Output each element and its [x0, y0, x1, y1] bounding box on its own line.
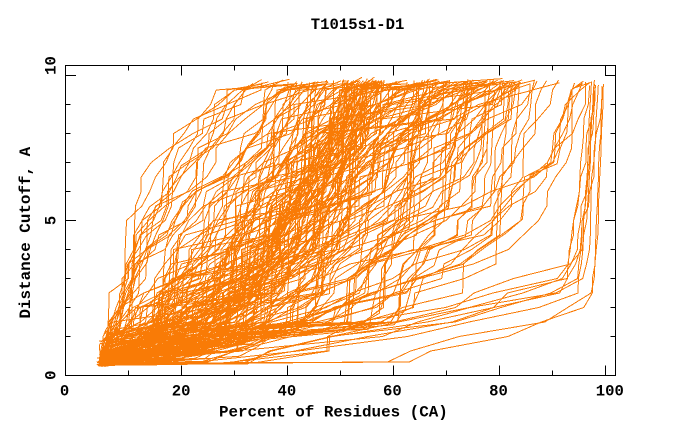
svg-text:60: 60: [383, 383, 402, 401]
svg-text:20: 20: [172, 383, 191, 401]
svg-text:5: 5: [43, 216, 61, 225]
svg-text:Percent of Residues (CA): Percent of Residues (CA): [219, 404, 448, 422]
svg-text:0: 0: [60, 383, 69, 401]
svg-text:T1015s1-D1: T1015s1-D1: [311, 16, 405, 34]
svg-text:40: 40: [278, 383, 297, 401]
svg-text:Distance Cutoff, A: Distance Cutoff, A: [17, 146, 35, 318]
svg-text:80: 80: [489, 383, 508, 401]
svg-text:0: 0: [43, 371, 61, 380]
svg-text:10: 10: [43, 56, 61, 75]
svg-text:100: 100: [596, 383, 624, 401]
